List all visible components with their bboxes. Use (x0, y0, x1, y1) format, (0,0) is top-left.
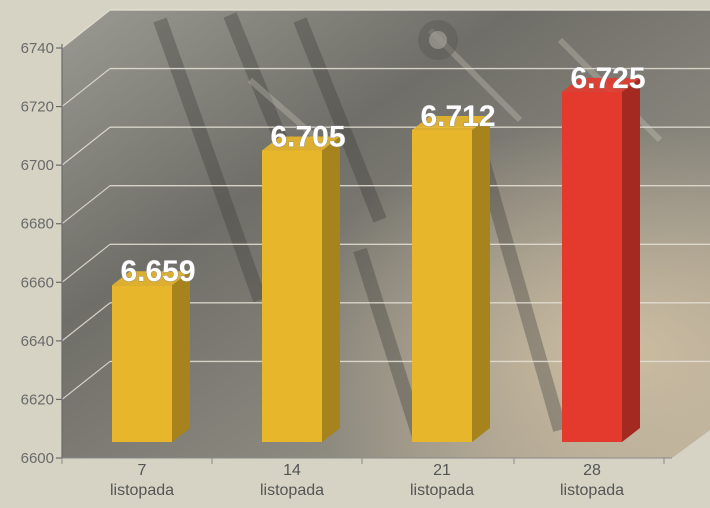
y-tick-label: 6740 (21, 40, 54, 57)
x-tick-label: listopada (260, 482, 324, 499)
x-tick-label: 21 (433, 462, 451, 479)
x-tick-label: listopada (410, 482, 474, 499)
y-tick-label: 6600 (21, 450, 54, 467)
y-axis: 6600 6620 6640 6660 6680 6700 6720 6740 (21, 40, 672, 467)
bar (412, 116, 490, 442)
x-tick-label: 14 (283, 462, 301, 479)
x-tick-label: 7 (138, 462, 147, 479)
y-tick-label: 6720 (21, 99, 54, 116)
x-tick-label: listopada (110, 482, 174, 499)
y-tick-label: 6700 (21, 157, 54, 174)
grid-line-side (61, 302, 111, 342)
bars (112, 77, 640, 442)
x-tick-label: listopada (560, 482, 624, 499)
grid-line-side (61, 185, 111, 225)
y-tick-label: 6640 (21, 333, 54, 350)
data-label: 6.705 (270, 121, 345, 154)
grid-line-side (61, 68, 111, 108)
y-tick-label: 6660 (21, 274, 54, 291)
y-tick-label: 6620 (21, 391, 54, 408)
x-tick-label: 28 (583, 462, 601, 479)
labels: 6.659 7 listopada 6.705 14 listopada 6.712 21 li… (110, 62, 646, 499)
bar (262, 136, 340, 442)
data-label: 6.712 (420, 100, 495, 133)
y-tick-label: 6680 (21, 216, 54, 233)
bar (562, 77, 640, 442)
grid-line-side (61, 9, 111, 49)
grid-line-side (61, 243, 111, 283)
bar (112, 271, 190, 442)
grid-line-side (61, 126, 111, 166)
data-label: 6.659 (120, 255, 195, 288)
data-label: 6.725 (570, 62, 645, 95)
grid-line-side (61, 360, 111, 400)
